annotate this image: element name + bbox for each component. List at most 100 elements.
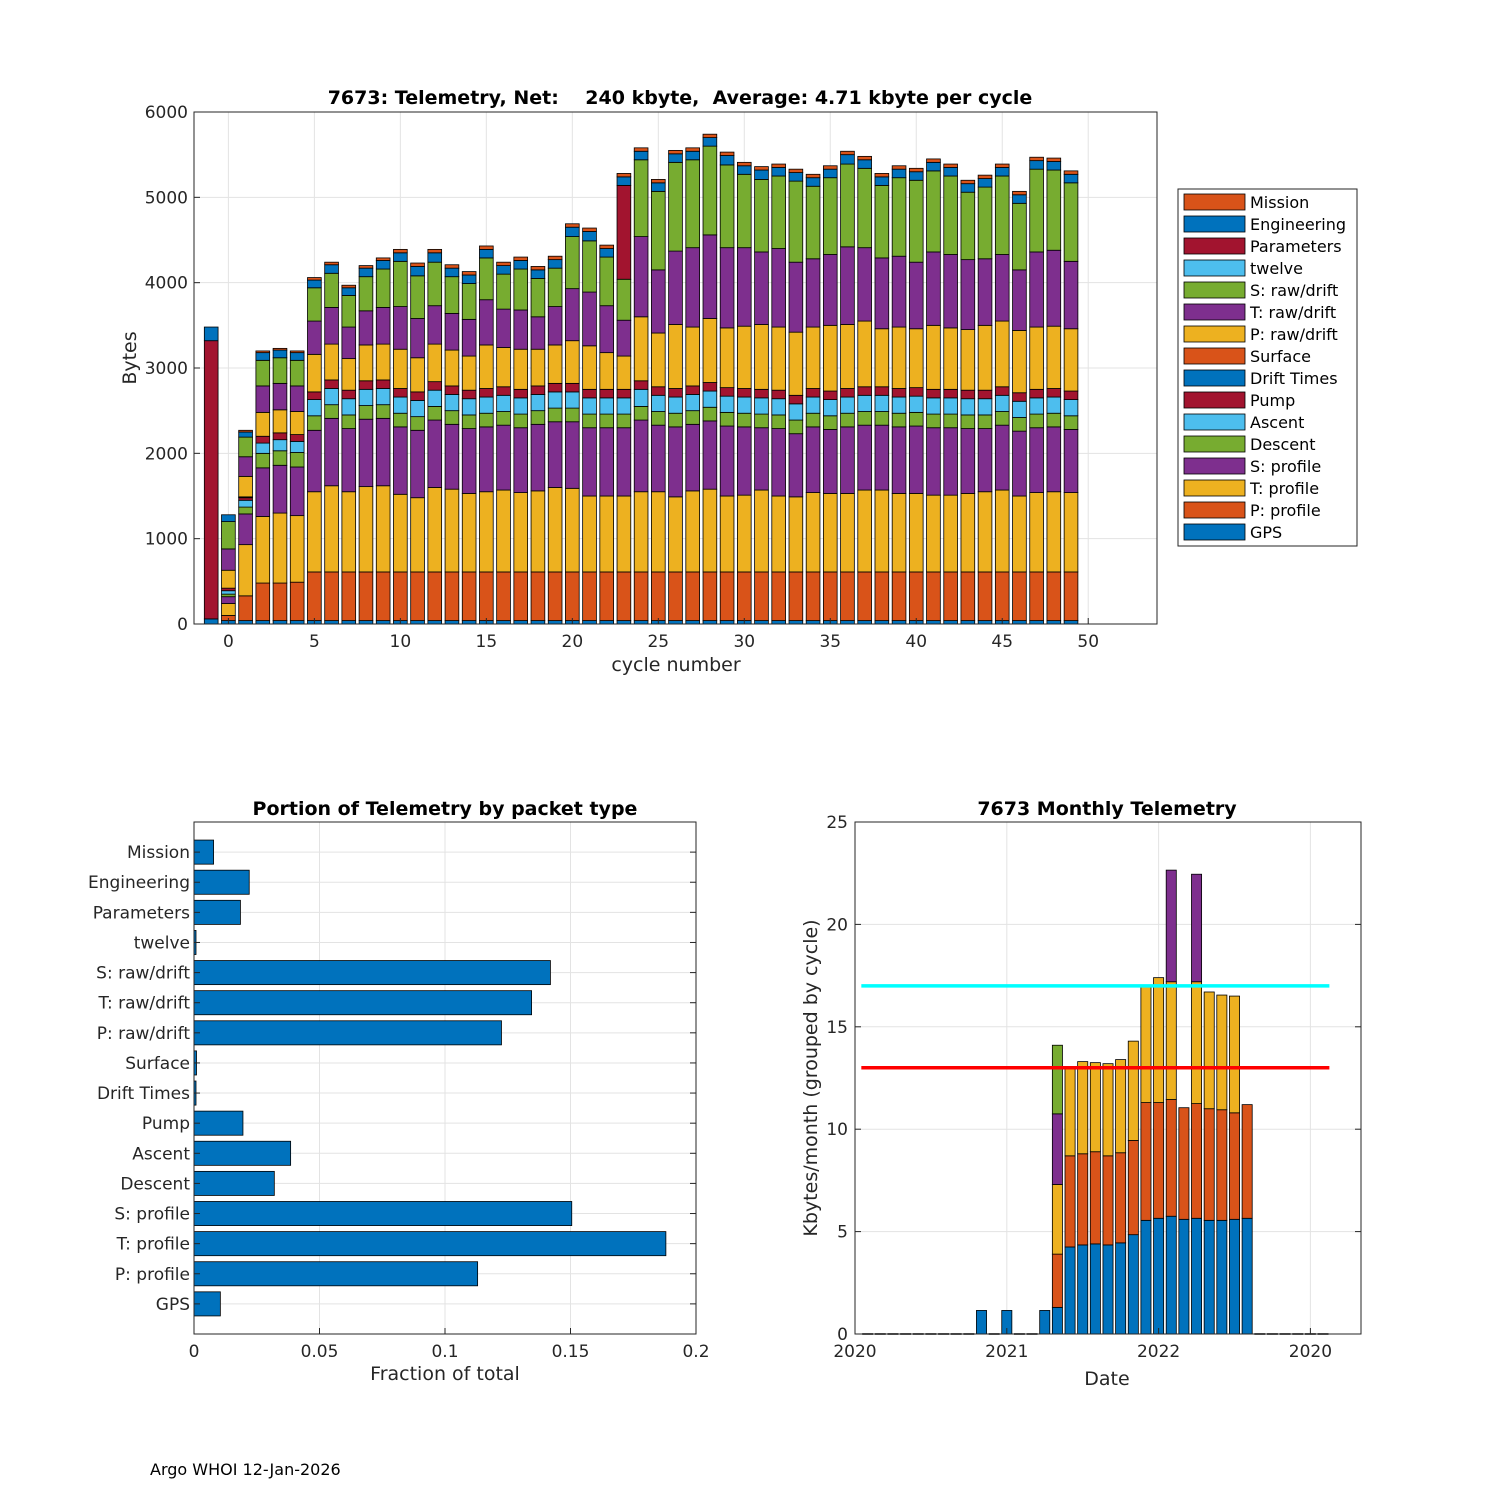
bar-segment-t-profile — [358, 486, 374, 573]
legend-swatch-t-raw-drift — [1183, 303, 1246, 321]
bar-segment-s-profile — [255, 467, 271, 517]
bar-segment-gps — [599, 620, 614, 625]
bar-segment-pump — [943, 388, 958, 399]
bar-segment-p-raw-drift — [822, 324, 838, 392]
bar-segment-mission — [616, 173, 632, 178]
legend-swatch-pump — [1183, 391, 1246, 409]
bar-segment-s-raw-drift — [530, 277, 546, 318]
bar-segment-t-profile — [582, 495, 597, 573]
bar-segment-p-profile — [358, 571, 374, 621]
bar-segment-mission — [668, 149, 683, 155]
y-tick-label: 3000 — [145, 359, 188, 379]
bar-segment-descent — [496, 411, 511, 426]
bar-segment-p-raw-drift — [737, 325, 752, 389]
bar-segment-mission — [771, 163, 786, 168]
bar-segment-pump — [651, 386, 666, 396]
bar-segment-t-raw-drift — [410, 318, 425, 359]
bar-segment-t-profile — [410, 497, 425, 573]
monthly-bar-segment — [1203, 1219, 1215, 1335]
bar-segment-s-profile — [874, 424, 890, 491]
bar-segment-descent — [255, 452, 271, 469]
bar-segment-engineering — [977, 178, 993, 188]
bar-segment-pump — [702, 382, 718, 392]
bar-segment-descent — [719, 411, 735, 427]
bar-segment-ascent — [994, 394, 1010, 412]
bar-segment-mission — [582, 227, 597, 232]
bar-segment-p-raw-drift — [891, 326, 907, 389]
legend-swatch-p-raw-drift — [1183, 325, 1246, 343]
legend-label-t-profile: T: profile — [1249, 479, 1319, 498]
bar-segment-gps — [960, 620, 976, 625]
x-tick-label: 0.1 — [431, 1342, 458, 1362]
bar-segment-t-raw-drift — [771, 248, 786, 328]
bar-segment-ascent — [289, 440, 305, 453]
bar-segment-ascent — [633, 388, 649, 407]
bar-segment-s-raw-drift — [926, 170, 941, 253]
bar-segment-t-profile — [685, 490, 700, 573]
bar-segment-ascent — [891, 396, 907, 414]
bar-segment-descent — [1046, 412, 1062, 428]
bar-segment-t-raw-drift — [805, 258, 821, 328]
bar-segment-descent — [565, 407, 580, 423]
bar-segment-gps — [1012, 620, 1027, 625]
legend-label-p-profile: P: profile — [1250, 501, 1321, 520]
bar-segment-p-raw-drift — [393, 348, 408, 389]
x-tick-label: 35 — [819, 632, 841, 652]
bar-segment-p-raw-drift — [908, 328, 924, 389]
bar-segment-ascent — [307, 399, 322, 417]
bar-segment-ascent — [1063, 399, 1079, 417]
bar-segment-gps — [582, 620, 597, 625]
bar-segment-p-profile — [582, 571, 597, 621]
bar-segment-ascent — [737, 396, 752, 414]
bar-segment-descent — [1012, 417, 1027, 432]
monthly-bar-segment — [1115, 1242, 1127, 1335]
monthly-bar-segment — [1191, 981, 1203, 1105]
bar-segment-s-raw-drift — [616, 278, 632, 321]
bar-segment-engineering — [444, 267, 460, 278]
fraction-bar-t-raw-drift — [193, 990, 532, 1016]
bar-segment-p-raw-drift — [461, 355, 477, 391]
bar-segment-p-profile — [737, 571, 752, 621]
bar-segment-mission — [633, 147, 649, 152]
bar-segment-s-raw-drift — [324, 272, 339, 308]
bar-segment-descent — [754, 413, 769, 429]
legend-label-engineering: Engineering — [1250, 215, 1346, 234]
footer-credit: Argo WHOI 12-Jan-2026 — [150, 1460, 341, 1479]
bar-segment-descent — [238, 506, 253, 515]
bar-segment-descent — [358, 405, 374, 420]
bar-segment-t-raw-drift — [1063, 260, 1079, 330]
bar-segment-pump — [513, 388, 529, 399]
bar-segment-t-profile — [668, 496, 683, 573]
bar-segment-s-raw-drift — [633, 159, 649, 237]
x-tick-label: 10 — [390, 632, 412, 652]
bar-segment-engineering — [513, 260, 529, 270]
bar-segment-pump — [272, 432, 288, 441]
bar-segment-engineering — [737, 165, 752, 175]
bar-segment-p-raw-drift — [994, 320, 1010, 388]
bar-segment-descent — [805, 412, 821, 428]
bar-segment-s-raw-drift — [719, 164, 735, 249]
bar-segment-gps — [668, 620, 683, 625]
legend-label-descent: Descent — [1250, 435, 1316, 454]
bar-segment-ascent — [1012, 400, 1027, 418]
bar-segment-mission — [1012, 190, 1027, 196]
bar-segment-mission — [375, 257, 391, 261]
fraction-bar-parameters — [193, 899, 241, 925]
bar-segment-t-profile — [754, 489, 769, 573]
bar-segment-mission — [788, 168, 804, 173]
bar-segment-engineering — [719, 155, 735, 166]
bar-segment-t-raw-drift — [255, 385, 271, 413]
bar-segment-p-raw-drift — [272, 409, 288, 434]
bar-segment-mission — [685, 147, 700, 152]
y-tick-label: 15 — [826, 1018, 848, 1038]
bar-segment-descent — [651, 411, 666, 426]
bar-segment-gps — [341, 620, 357, 625]
monthly-bar-segment — [1216, 994, 1228, 1111]
bar-segment-s-profile — [221, 596, 236, 604]
bar-segment-p-profile — [1046, 571, 1062, 621]
bar-segment-p-profile — [891, 571, 907, 621]
bar-segment-s-profile — [1029, 427, 1044, 493]
bar-segment-pump — [565, 382, 580, 393]
bar-segment-ascent — [547, 391, 563, 409]
y-tick-label: 1000 — [145, 530, 188, 550]
